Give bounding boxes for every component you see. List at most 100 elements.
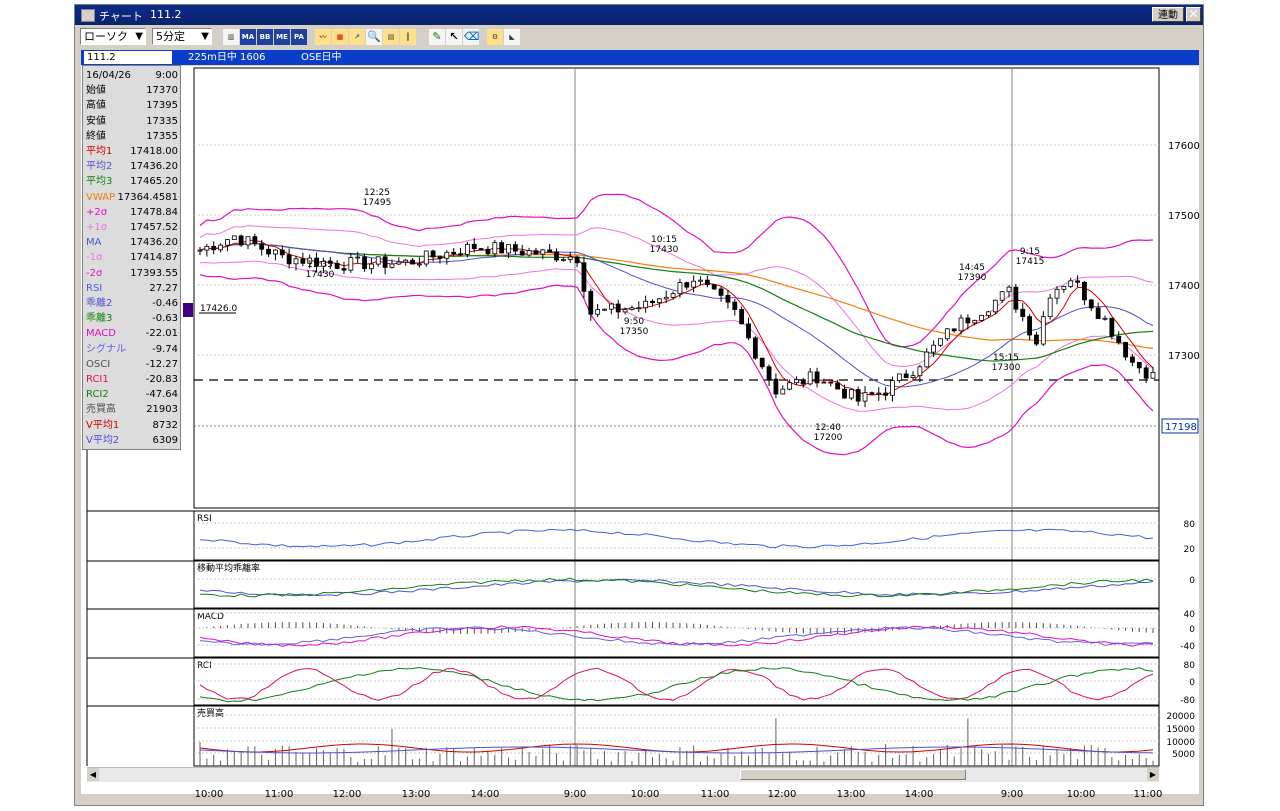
symbol-input[interactable]: 111.2 — [84, 51, 172, 64]
close-button[interactable]: ✕ — [1186, 7, 1201, 22]
current-price-label: 17198 — [1165, 422, 1197, 433]
data-label: VWAP — [86, 191, 116, 203]
candle-body — [992, 299, 998, 313]
candle-body — [883, 392, 889, 396]
subpanel-tick-label: 40 — [1184, 610, 1196, 620]
candle-body — [924, 351, 930, 368]
candle-body — [293, 258, 299, 265]
data-label: 売買高 — [86, 404, 116, 416]
title-bar[interactable]: チャート 111.2 連動 ✕ — [75, 5, 1203, 25]
data-label: OSCI — [86, 358, 111, 370]
candle-body — [478, 248, 484, 250]
data-label: 始値 — [86, 85, 106, 97]
annotation-price: 17430 — [650, 245, 679, 255]
candlestick-icon[interactable]: ▥ — [223, 29, 239, 45]
grid-icon[interactable]: ▦ — [332, 29, 348, 45]
candle-body — [1088, 299, 1094, 309]
time-axis-label: 9:00 — [564, 789, 586, 800]
time-axis-label: 14:00 — [905, 789, 934, 800]
subpanel-tick-label: 0 — [1189, 576, 1195, 586]
candle-body — [903, 373, 909, 378]
candle-body — [471, 243, 477, 249]
candle-body — [245, 236, 251, 246]
time-axis-label: 11:00 — [701, 789, 730, 800]
candle-body — [684, 282, 690, 288]
interval-select[interactable]: 5分定 ▼ — [152, 28, 212, 45]
data-value: -12.27 — [145, 358, 178, 370]
candle-body — [341, 268, 347, 271]
current-price-box — [1161, 418, 1199, 434]
data-panel-row: MACD -22.01 — [86, 326, 178, 341]
time-axis-label: 13:00 — [402, 789, 431, 800]
scroll-right-button[interactable]: ▶ — [1147, 768, 1159, 781]
candle-body — [759, 357, 765, 368]
candle-body — [725, 294, 731, 303]
subpanel-title: RCI — [197, 661, 212, 671]
candle-body — [773, 378, 779, 395]
time-axis-label: 10:00 — [195, 789, 224, 800]
scroll-left-button[interactable]: ◀ — [87, 768, 99, 781]
candle-body — [540, 249, 546, 255]
data-value: 17414.87 — [130, 252, 178, 264]
candle-body — [1123, 341, 1128, 358]
data-label: 終値 — [86, 130, 106, 142]
bb-icon[interactable]: BB — [257, 29, 273, 45]
chart-type-select[interactable]: ローソク ▼ — [80, 28, 146, 45]
candle-body — [560, 259, 566, 261]
data-panel-row: 乖離3 -0.63 — [86, 311, 178, 326]
candle-body — [430, 250, 436, 258]
data-value: -20.83 — [145, 374, 178, 385]
table-icon[interactable]: ▤ — [383, 29, 399, 45]
bollinger-upper2-line — [199, 193, 1154, 348]
annotation-price: 17350 — [620, 327, 649, 337]
horizontal-scrollbar[interactable]: ◀ ▶ — [87, 767, 1159, 782]
candle-body — [1047, 297, 1053, 318]
scroll-thumb[interactable] — [740, 769, 966, 780]
price-tick-label: 17600 — [1168, 141, 1200, 152]
bars-icon[interactable]: ┃ — [400, 29, 416, 45]
data-panel-row: RSI 27.27 — [86, 281, 178, 296]
data-value: 6309 — [152, 434, 178, 446]
candle-body — [1020, 308, 1026, 317]
subpanel-tick-label: 20000 — [1166, 712, 1195, 722]
eraser-icon[interactable]: ⌫ — [463, 29, 480, 45]
annotation-time: 9:50 — [624, 317, 644, 327]
data-value: 17478.84 — [130, 206, 178, 218]
candle-body — [999, 291, 1005, 301]
candle-body — [382, 256, 388, 268]
data-panel: 16/04/26 9:00 始値 17370 高値 17395 安値 17335 終値 17355… — [82, 65, 181, 450]
pa-icon[interactable]: PA — [291, 29, 307, 45]
candle-body — [958, 317, 964, 332]
candle-body — [1109, 317, 1115, 337]
data-label: RSI — [86, 282, 103, 294]
subpanel-tick-label: 20 — [1184, 545, 1196, 555]
candle-body — [821, 381, 827, 384]
subpanel-frame — [193, 510, 1160, 561]
rci1-line — [199, 667, 1154, 701]
settings-icon[interactable]: ⚙ — [487, 29, 503, 45]
zoom-icon[interactable]: 🔍 — [366, 29, 382, 45]
subpanel-tick-label: 10000 — [1166, 738, 1195, 748]
candle-body — [485, 248, 491, 255]
pointer-icon[interactable]: ↖ — [446, 29, 462, 45]
subpanel-tick-label: -40 — [1180, 642, 1195, 652]
candle-body — [663, 296, 669, 300]
mae-icon[interactable]: ME — [274, 29, 290, 45]
candle-body — [547, 249, 553, 253]
ma-icon[interactable]: MA — [240, 29, 256, 45]
data-value: 17436.20 — [130, 237, 178, 249]
measure-icon[interactable]: ◣ — [504, 29, 520, 45]
line-chart-icon[interactable]: 〰 — [315, 29, 331, 45]
trend-icon[interactable]: ↗ — [349, 29, 365, 45]
candle-body — [828, 381, 834, 384]
data-value: 17393.55 — [130, 267, 178, 279]
candle-body — [814, 371, 820, 384]
candle-body — [512, 244, 518, 252]
left-price-marker — [183, 303, 193, 317]
candle-body — [286, 254, 292, 265]
candle-body — [944, 328, 950, 340]
interval-value: 5分定 — [156, 30, 185, 43]
candle-body — [711, 284, 717, 290]
pen-icon[interactable]: ✎ — [429, 29, 445, 45]
link-button[interactable]: 連動 — [1152, 7, 1184, 22]
